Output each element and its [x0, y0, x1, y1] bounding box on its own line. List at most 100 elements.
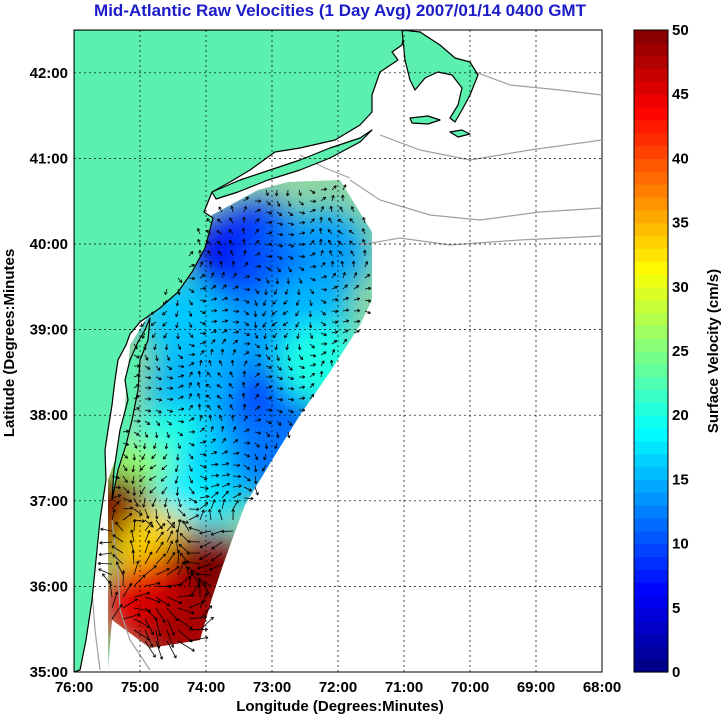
velocity-arrow-430	[131, 475, 135, 484]
velocity-arrow-403	[151, 453, 157, 459]
velocity-arrow-79	[198, 249, 202, 257]
velocity-arrow-126	[331, 272, 336, 279]
velocity-arrow-191	[175, 321, 179, 329]
velocity-arrow-241	[274, 343, 278, 351]
velocity-arrow-35	[254, 218, 260, 224]
colorbar-swatch-35	[634, 209, 668, 224]
velocity-arrow-171	[188, 310, 193, 317]
velocity-arrow-120	[265, 277, 270, 284]
velocity-arrow-450	[199, 486, 209, 491]
velocity-arrow-540	[133, 560, 140, 576]
velocity-arrow-583	[177, 618, 193, 630]
velocity-arrow-224	[320, 332, 327, 337]
y-tick-label-5: 40:00	[30, 236, 68, 253]
velocity-arrow-3	[298, 189, 302, 197]
velocity-arrow-180	[282, 310, 289, 315]
velocity-arrow-278	[254, 363, 261, 367]
x-tick-label-4: 72:00	[319, 679, 357, 696]
velocity-arrow-169	[162, 310, 168, 316]
velocity-cells	[108, 202, 367, 670]
velocity-arrow-419	[174, 464, 179, 473]
velocity-arrow-9	[254, 199, 262, 203]
velocity-arrow-417	[149, 464, 157, 470]
velocity-arrow-344	[197, 403, 202, 411]
velocity-arrow-515	[211, 541, 223, 550]
velocity-arrow-264	[309, 354, 317, 358]
velocity-arrow-507	[130, 529, 135, 543]
velocity-arrow-138	[254, 288, 260, 295]
velocity-arrow-66	[242, 238, 246, 246]
velocity-arrow-230	[153, 343, 157, 351]
velocity-arrow-333	[265, 396, 273, 400]
velocity-arrow-197	[243, 321, 250, 326]
velocity-arrow-32	[217, 218, 223, 224]
velocity-arrow-531	[155, 553, 166, 565]
velocity-arrow-85	[265, 254, 273, 259]
velocity-arrow-177	[253, 310, 258, 318]
colorbar-swatch-8	[634, 556, 668, 570]
velocity-arrow-571	[144, 607, 158, 621]
velocity-arrow-309	[188, 382, 192, 389]
velocity-arrow-577	[111, 603, 123, 620]
velocity-arrow-244	[309, 343, 315, 349]
colorbar-swatch-11	[634, 517, 668, 532]
velocity-arrow-524	[186, 551, 201, 555]
velocity-arrow-217	[243, 332, 250, 336]
velocity-arrow-98	[219, 260, 224, 268]
long-island	[211, 129, 373, 200]
velocity-arrow-181	[295, 310, 300, 317]
velocity-arrow-530	[144, 551, 153, 565]
velocity-arrow-201	[282, 321, 289, 327]
velocity-arrow-121	[275, 277, 280, 285]
velocity-arrow-214	[210, 329, 217, 334]
velocity-arrow-221	[283, 332, 289, 339]
velocity-arrow-70	[287, 244, 295, 248]
velocity-arrow-139	[264, 288, 268, 296]
velocity-arrow-243	[297, 343, 302, 351]
velocity-arrow-389	[164, 442, 169, 450]
velocity-arrow-338	[133, 407, 140, 411]
velocity-arrow-477	[199, 502, 209, 510]
velocity-arrow-259	[254, 353, 262, 358]
colorbar-swatch-34	[634, 222, 668, 237]
velocity-arrow-252	[177, 354, 184, 359]
velocity-arrow-429	[122, 475, 128, 483]
x-tick-label-6: 70:00	[451, 679, 489, 696]
velocity-arrow-285	[329, 359, 334, 367]
velocity-arrow-80	[207, 250, 212, 257]
velocity-arrow-448	[175, 486, 180, 496]
velocity-arrow-23	[276, 211, 283, 216]
velocity-arrow-324	[166, 397, 174, 402]
velocity-arrow-474	[166, 508, 171, 520]
x-tick-label-1: 75:00	[121, 679, 159, 696]
velocity-arrow-69	[276, 244, 284, 248]
velocity-arrow-589	[166, 629, 175, 648]
velocity-arrow-337	[309, 394, 315, 400]
velocity-arrow-235	[210, 339, 216, 345]
velocity-arrow-558	[108, 580, 113, 598]
velocity-arrow-233	[188, 343, 195, 348]
velocity-arrow-170	[175, 310, 179, 317]
velocity-arrow-101	[254, 264, 262, 269]
colorbar-ticks: 0 5 10 15 20 25 30 35 40 45 50	[672, 22, 689, 681]
velocity-arrow-95	[188, 263, 195, 268]
velocity-arrow-521	[166, 540, 173, 554]
colorbar-swatch-33	[634, 235, 668, 249]
velocity-arrow-212	[188, 332, 194, 338]
velocity-arrow-481	[111, 509, 116, 521]
velocity-arrow-400	[122, 453, 129, 459]
x-tick-label-3: 73:00	[253, 679, 291, 696]
velocity-arrow-287	[144, 375, 152, 380]
velocity-arrow-57	[318, 227, 323, 235]
velocity-arrow-418	[161, 464, 168, 471]
velocity-arrow-428	[111, 475, 120, 480]
velocity-arrow-406	[188, 453, 194, 460]
velocity-arrow-194	[210, 319, 218, 324]
velocity-arrow-16	[331, 194, 335, 202]
colorbar-swatch-1	[634, 646, 668, 660]
velocity-arrow-520	[155, 541, 164, 554]
velocity-arrow-106	[309, 264, 317, 269]
velocity-arrow-195	[221, 319, 229, 323]
marthas-vineyard	[409, 115, 441, 125]
velocity-arrow-411	[243, 453, 251, 458]
